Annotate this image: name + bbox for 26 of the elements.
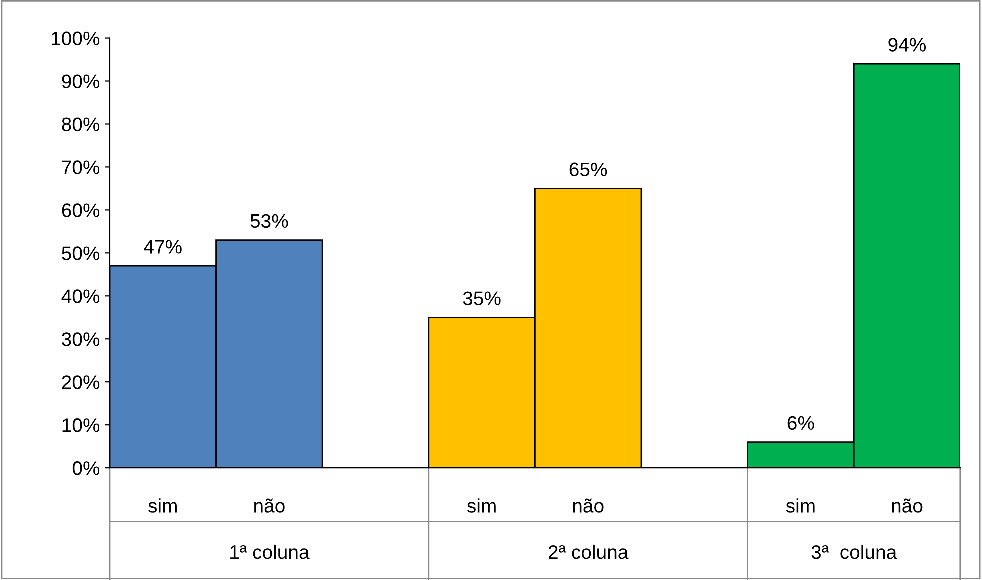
- x-tick-label: sim: [467, 498, 496, 513]
- x-tick-label: não: [892, 498, 923, 513]
- y-tick-label: 50%: [62, 246, 100, 260]
- y-tick-label: 80%: [62, 118, 100, 132]
- y-tick-label: 20%: [62, 376, 100, 390]
- data-label: 47%: [144, 240, 182, 254]
- data-label: 53%: [250, 214, 288, 228]
- y-tick-label: 40%: [62, 290, 100, 304]
- y-tick-label: 0%: [72, 462, 100, 476]
- x-tick-label: não: [573, 498, 604, 513]
- x-tick-label: sim: [786, 498, 815, 513]
- data-label: 94%: [888, 38, 926, 52]
- x-tick-label: sim: [148, 498, 177, 513]
- y-tick-label: 100%: [52, 32, 100, 46]
- data-label: 6%: [788, 416, 814, 430]
- x-tick-label: não: [254, 498, 285, 513]
- text: 2ª coluna: [548, 544, 629, 560]
- text: 3ª coluna: [812, 544, 898, 560]
- y-tick-label: 90%: [62, 74, 100, 88]
- data-label: 35%: [463, 292, 501, 306]
- y-tick-label: 70%: [62, 160, 100, 174]
- text: 1ª coluna: [230, 544, 310, 560]
- data-label: 65%: [570, 162, 608, 177]
- y-tick-label: 60%: [62, 204, 100, 218]
- y-tick-label: 30%: [62, 332, 100, 346]
- y-tick-label: 10%: [62, 418, 100, 432]
